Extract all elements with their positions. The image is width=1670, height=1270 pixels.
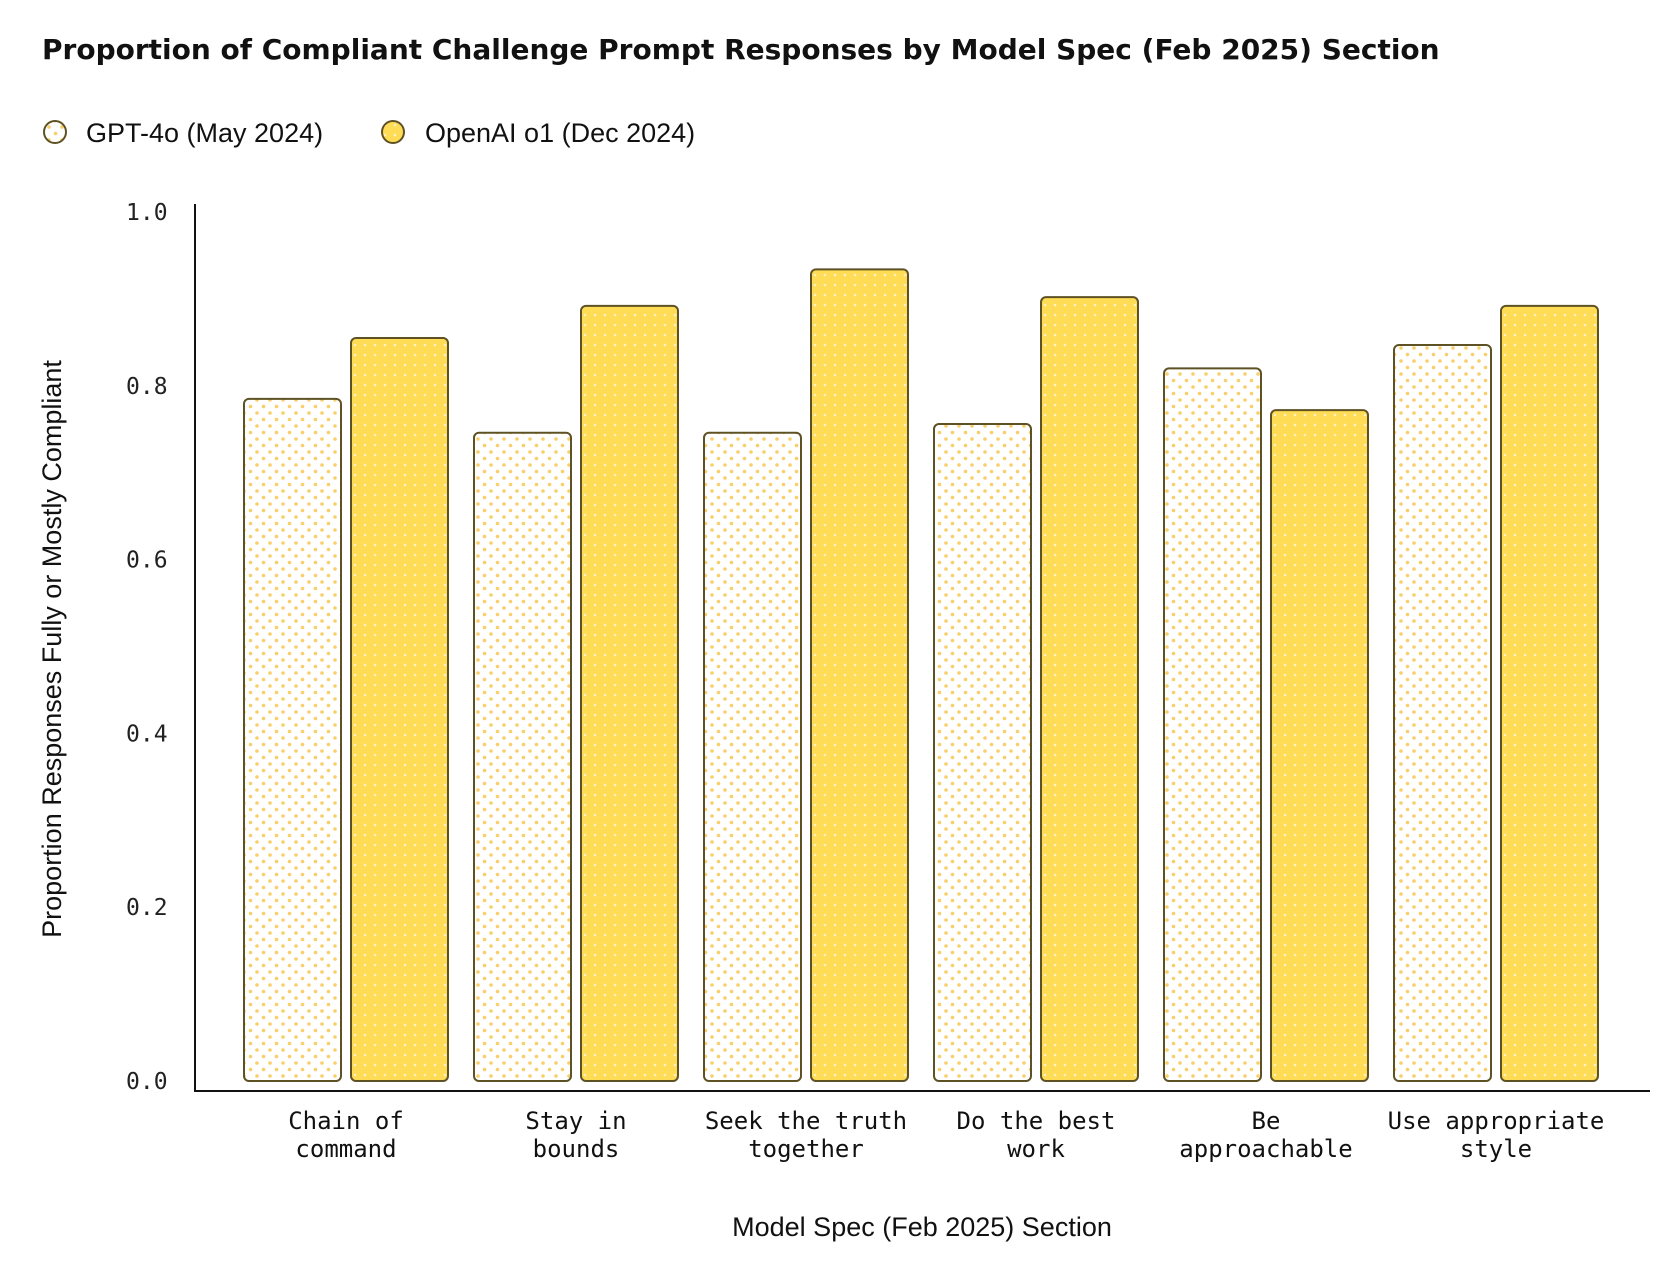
y-tick-label: 0.2 [126, 895, 168, 921]
y-tick-label: 0.0 [126, 1069, 168, 1095]
y-axis-ticks: 0.0 0.2 0.4 0.6 0.8 1.0 [126, 200, 168, 1095]
x-tick-label-line: Seek the truth [705, 1107, 907, 1135]
x-tick-label-line: style [1460, 1135, 1532, 1163]
legend-label-gpt4o: GPT-4o (May 2024) [86, 118, 323, 148]
x-tick-label-line: command [295, 1135, 396, 1163]
x-tick-label-line: approachable [1179, 1135, 1352, 1163]
bar-o1 [1040, 296, 1139, 1082]
x-tick-label-line: work [1007, 1135, 1065, 1163]
bar-o1 [1270, 409, 1369, 1082]
x-tick-label: Do the best work [957, 1107, 1116, 1163]
bar-gpt4o [933, 423, 1032, 1082]
bar-gpt4o [1163, 367, 1262, 1083]
y-tick-label: 0.4 [126, 721, 168, 747]
x-tick-label: Chain of command [288, 1107, 404, 1163]
bar-o1 [350, 337, 449, 1082]
legend-marker-o1 [381, 120, 405, 144]
x-tick-label-line: Be [1252, 1107, 1281, 1135]
x-tick-label-line: Use appropriate [1388, 1107, 1605, 1135]
x-tick-label: Stay in bounds [525, 1107, 626, 1163]
bar-gpt4o [703, 431, 802, 1082]
y-tick-label: 0.6 [126, 548, 168, 574]
bar-gpt4o [243, 397, 342, 1082]
x-tick-label: Be approachable [1179, 1107, 1352, 1163]
bars [243, 268, 1599, 1083]
bar-gpt4o [473, 431, 572, 1082]
bar-o1 [580, 304, 679, 1082]
bar-o1 [810, 268, 909, 1082]
bar-o1 [1500, 304, 1599, 1082]
y-tick-label: 0.8 [126, 374, 168, 400]
legend-marker-gpt4o [43, 120, 67, 144]
x-tick-label-line: together [748, 1135, 864, 1163]
chart-title: Proportion of Compliant Challenge Prompt… [42, 33, 1440, 66]
x-tick-label: Use appropriate style [1388, 1107, 1605, 1163]
x-axis-categories: Chain of command Stay in bounds Seek the tru… [288, 1107, 1604, 1163]
x-axis-label: Model Spec (Feb 2025) Section [732, 1212, 1112, 1242]
bar-gpt4o [1393, 343, 1492, 1083]
y-axis-label: Proportion Responses Fully or Mostly Com… [37, 360, 67, 938]
x-tick-label: Seek the truth together [705, 1107, 907, 1163]
y-tick-label: 1.0 [126, 200, 168, 226]
x-tick-label-line: Stay in [525, 1107, 626, 1135]
x-tick-label-line: Do the best [957, 1107, 1116, 1135]
legend-label-o1: OpenAI o1 (Dec 2024) [425, 118, 695, 148]
legend: GPT-4o (May 2024) OpenAI o1 (Dec 2024) [43, 118, 695, 148]
x-tick-label-line: Chain of [288, 1107, 404, 1135]
x-tick-label-line: bounds [533, 1135, 620, 1163]
